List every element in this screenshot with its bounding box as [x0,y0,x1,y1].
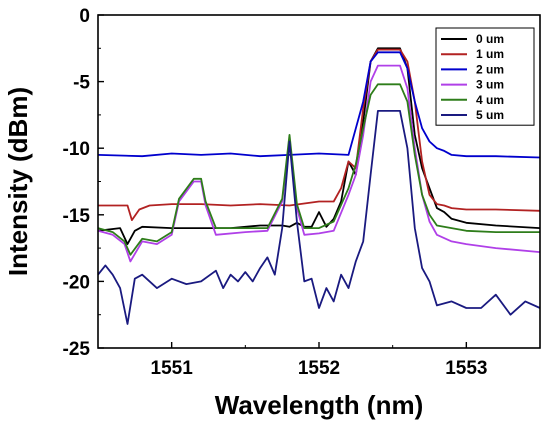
y-tick-label-1: -5 [73,73,90,94]
legend-label-1: 1 um [476,47,504,61]
x-tick-label-0: 1551 [151,358,194,379]
legend-label-2: 2 um [476,62,504,76]
x-tick-label-1: 1552 [298,358,340,379]
x-tick-label-2: 1553 [445,358,487,379]
y-axis-label: Intensity (dBm) [3,87,33,276]
legend: 0 um1 um2 um 3 um4 um5 um [435,27,535,126]
legend-label-0: 0 um [476,32,504,46]
plot-lines [97,47,541,325]
y-tick-label-2: -10 [63,139,90,160]
y-tick-label-5: -25 [63,339,91,360]
series-line-1 [98,48,541,221]
x-axis-label: Wavelength (nm) [215,390,423,420]
series-line-2 [97,51,541,159]
y-tick-label-0: 0 [79,6,90,27]
legend-label-3: 3 um [476,78,504,92]
series-line-4 [97,83,540,256]
y-tick-label-4: -20 [63,272,90,293]
x-axis: 1551 1552 1553 [97,342,541,379]
legend-box [435,27,535,126]
legend-label-5: 5 um [476,108,504,122]
y-axis: 0 -5 -10 -15 -20 -25 [63,6,104,360]
y-tick-label-3: -15 [63,206,91,227]
series-line-5 [97,110,541,325]
legend-label-4: 4 um [476,93,504,107]
